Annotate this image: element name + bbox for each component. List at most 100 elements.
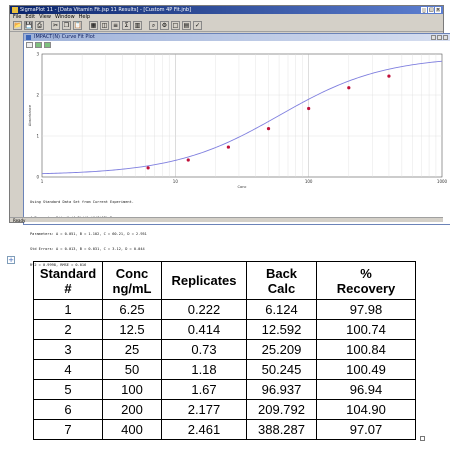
x-tick-label: 1000 [437,179,448,184]
document-toolbar [24,41,450,49]
open-icon[interactable]: 📂 [13,21,22,30]
menu-help[interactable]: Help [78,14,91,20]
recovery-cell: 100.84 [316,339,416,360]
back-calc-cell: 96.937 [246,379,317,400]
chart-icon[interactable]: ▥ [133,21,142,30]
copy-icon[interactable]: ❐ [62,21,71,30]
toolbar-separator [84,21,87,30]
table-row: 4 50 1.18 50.245 100.49 [33,359,416,380]
fit-tool-button[interactable] [26,42,33,48]
y-axis-label: Absorbance [28,104,32,126]
recovery-cell: 100.74 [316,319,416,340]
window-controls: _ □ × [421,7,441,13]
menu-view[interactable]: View [39,14,51,20]
fit-info-line: Std Errors: A = 0.013, B = 0.031, C = 3.… [30,247,145,252]
save-icon[interactable]: 💾 [24,21,33,30]
document-title: IMPACT(N) Curve Fit Plot [34,34,95,40]
standard-cell: 3 [33,339,103,360]
standard-cell: 1 [33,299,103,320]
data-point [347,86,351,90]
replicates-cell: 0.73 [161,339,247,360]
replicates-cell: 0.414 [161,319,247,340]
conc-cell: 100 [102,379,162,400]
table-header-row: Standard # Conc ng/mL Replicates Back Calc … [33,261,416,300]
doc-minimize-icon[interactable] [431,35,436,40]
status-text: Ready [13,218,26,223]
table-row: 1 6.25 0.222 6.124 97.98 [33,299,416,320]
menu-file[interactable]: File [13,14,22,20]
header-replicates: Replicates [161,261,247,300]
data-point [307,106,311,111]
back-calc-cell: 388.287 [246,419,317,440]
conc-cell: 12.5 [102,319,162,340]
table-row: 6 200 2.177 209.792 104.90 [33,399,416,420]
app-window: SigmaPlot 11 - [Data Vitamin Fit.jsp 11 … [9,5,450,267]
y-tick-label: 1 [36,134,39,139]
x-tick-label: 10 [173,179,179,184]
toolbar-separator [46,21,49,30]
standard-cell: 2 [33,319,103,340]
graph-icon[interactable]: ◫ [100,21,109,30]
table-row: 2 12.5 0.414 12.592 100.74 [33,319,416,340]
recovery-cell: 100.49 [316,359,416,380]
header-back-calc: Back Calc [246,261,317,300]
settings-icon[interactable]: ⚙ [160,21,169,30]
replicates-cell: 2.461 [161,419,247,440]
recovery-cell: 96.94 [316,379,416,400]
table-row: 3 25 0.73 25.209 100.84 [33,339,416,360]
close-icon[interactable]: × [435,7,441,13]
standard-cell: 4 [33,359,103,380]
doc-close-icon[interactable] [443,35,448,40]
conc-cell: 25 [102,339,162,360]
table-resize-handle[interactable] [420,436,425,441]
grid-icon[interactable]: ▤ [182,21,191,30]
y-tick-label: 2 [36,93,39,98]
stats-icon[interactable]: Σ [122,21,131,30]
search-icon[interactable]: ⌕ [149,21,158,30]
minimize-icon[interactable]: _ [421,7,427,13]
table-row: 5 100 1.67 96.937 96.94 [33,379,416,400]
replicates-cell: 0.222 [161,299,247,320]
window-icon[interactable]: □ [171,21,180,30]
x-tick-label: 100 [305,179,313,184]
options-tool-button[interactable] [44,42,51,48]
header-recovery: % Recovery [316,261,416,300]
cut-icon[interactable]: ✂ [51,21,60,30]
x-axis-label: Conc [238,185,247,189]
document-window-controls [431,35,448,40]
conc-cell: 200 [102,399,162,420]
data-point [266,127,271,131]
data-point [146,166,150,170]
conc-cell: 400 [102,419,162,440]
menu-edit[interactable]: Edit [25,14,36,20]
table-move-handle-icon[interactable]: + [7,256,15,264]
app-icon [12,7,18,13]
status-bar: Ready [10,217,443,223]
table-icon[interactable]: ▦ [89,21,98,30]
document-window: IMPACT(N) Curve Fit Plot 0 1 2 3 1 10 100 1000 C… [23,33,450,267]
document-titlebar: IMPACT(N) Curve Fit Plot [24,34,450,41]
check-icon[interactable]: ✓ [193,21,202,30]
report-icon[interactable]: ≡ [111,21,120,30]
standard-cell: 6 [33,399,103,420]
recovery-cell: 97.07 [316,419,416,440]
recovery-cell: 97.98 [316,299,416,320]
paste-icon[interactable]: 📋 [73,21,82,30]
doc-maximize-icon[interactable] [437,35,442,40]
data-point [186,158,190,162]
back-calc-cell: 12.592 [246,319,317,340]
print-icon[interactable]: ⎙ [35,21,44,30]
plot-frame [41,53,443,178]
recovery-cell: 104.90 [316,399,416,420]
replicates-cell: 2.177 [161,399,247,420]
replicates-cell: 1.67 [161,379,247,400]
maximize-icon[interactable]: □ [428,7,434,13]
app-titlebar: SigmaPlot 11 - [Data Vitamin Fit.jsp 11 … [10,6,443,14]
table-tool-button[interactable] [35,42,42,48]
app-title: SigmaPlot 11 - [Data Vitamin Fit.jsp 11 … [20,7,192,13]
standard-cell: 7 [33,419,103,440]
back-calc-cell: 25.209 [246,339,317,360]
y-tick-label: 0 [36,175,39,180]
menu-window[interactable]: Window [54,14,75,20]
